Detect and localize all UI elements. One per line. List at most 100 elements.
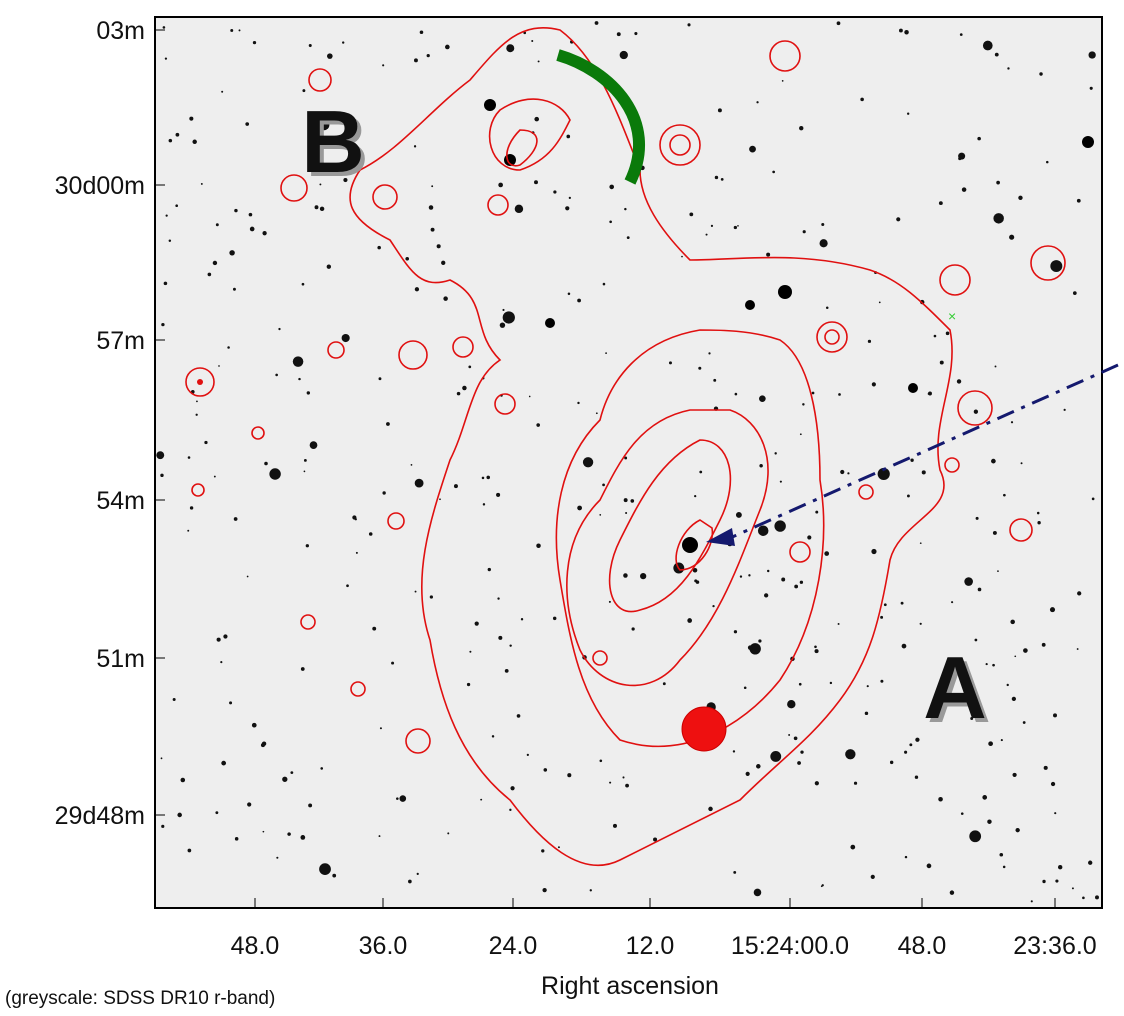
star — [462, 385, 467, 391]
star — [735, 511, 742, 518]
star — [772, 170, 776, 174]
star — [1015, 827, 1020, 833]
star — [988, 741, 993, 747]
star — [821, 884, 824, 887]
star — [624, 207, 627, 211]
star — [919, 622, 922, 625]
star — [1006, 683, 1009, 687]
star — [982, 795, 988, 800]
y-tick-label: 03m — [96, 17, 145, 45]
star — [368, 532, 373, 536]
star — [694, 579, 698, 583]
star — [732, 750, 736, 753]
star — [526, 753, 529, 756]
star — [898, 28, 903, 33]
star — [413, 145, 417, 148]
star — [534, 116, 540, 122]
star — [303, 470, 306, 473]
star — [1009, 234, 1015, 240]
star — [305, 544, 309, 548]
star — [234, 208, 238, 213]
star — [200, 182, 203, 185]
star — [896, 217, 901, 222]
star — [314, 205, 319, 210]
star — [552, 616, 557, 621]
green-arc — [556, 49, 646, 185]
star — [1042, 879, 1046, 884]
star — [308, 803, 313, 808]
star — [439, 498, 441, 501]
star — [1003, 493, 1006, 497]
star — [625, 783, 629, 788]
star — [1063, 408, 1066, 411]
star — [482, 503, 486, 506]
star — [694, 494, 697, 498]
star — [1007, 67, 1010, 70]
star — [1043, 765, 1048, 770]
star — [1054, 812, 1057, 815]
x-tick-label: 12.0 — [626, 932, 675, 960]
star — [634, 31, 638, 36]
star — [536, 543, 541, 548]
star — [466, 682, 471, 687]
star — [1095, 895, 1099, 900]
y-tick-label: 54m — [96, 487, 145, 515]
star — [904, 855, 908, 859]
x-tick-label: 48.0 — [231, 932, 280, 960]
star — [520, 618, 524, 621]
star — [788, 733, 791, 736]
star — [204, 440, 208, 445]
star — [582, 457, 594, 468]
star — [162, 26, 166, 29]
star — [958, 157, 962, 161]
star — [320, 767, 324, 770]
star — [814, 781, 819, 786]
star — [1010, 421, 1014, 424]
star — [837, 622, 840, 625]
star — [164, 57, 168, 60]
star — [815, 510, 819, 514]
star — [326, 264, 332, 269]
star — [682, 537, 698, 553]
star — [298, 377, 301, 381]
star — [553, 190, 557, 194]
star — [542, 887, 547, 893]
x-tick-label: 23:36.0 — [1013, 932, 1096, 960]
star — [469, 650, 472, 653]
star — [502, 311, 515, 324]
star — [1091, 497, 1095, 501]
star — [566, 134, 571, 139]
star — [889, 760, 894, 765]
star — [416, 872, 419, 875]
star — [567, 292, 571, 296]
star — [498, 635, 503, 640]
star — [640, 573, 647, 580]
star — [319, 206, 325, 212]
star — [914, 775, 919, 779]
star — [337, 137, 343, 143]
star — [880, 679, 884, 683]
star — [1000, 739, 1003, 742]
star — [233, 517, 238, 521]
star — [668, 361, 672, 365]
star — [710, 224, 714, 228]
star — [878, 301, 881, 304]
star — [252, 40, 257, 45]
star — [168, 239, 172, 242]
star — [221, 760, 227, 766]
star — [778, 285, 792, 299]
star — [1030, 900, 1033, 903]
star — [814, 645, 817, 649]
star — [306, 391, 311, 395]
star — [229, 250, 235, 256]
star — [992, 530, 997, 535]
star — [599, 513, 602, 516]
star — [264, 461, 268, 466]
star — [220, 661, 223, 664]
star — [474, 621, 479, 626]
star — [926, 863, 932, 869]
star — [504, 668, 509, 673]
star — [332, 873, 337, 878]
star — [502, 308, 505, 312]
star — [189, 506, 194, 510]
